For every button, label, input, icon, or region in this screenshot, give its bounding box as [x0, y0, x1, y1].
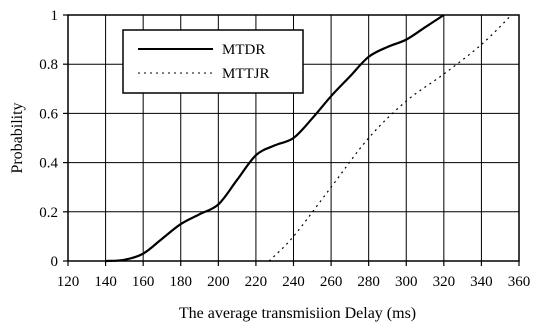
x-tick-label: 220 — [245, 274, 268, 290]
legend-label-mttjr: MTTJR — [222, 66, 270, 82]
y-tick-label: 1 — [51, 8, 59, 24]
x-tick-label: 120 — [57, 274, 80, 290]
x-tick-label: 200 — [207, 274, 230, 290]
y-tick-label: 0.8 — [39, 57, 58, 73]
x-tick-label: 180 — [170, 274, 193, 290]
series-layer — [105, 14, 512, 263]
x-tick-label: 260 — [320, 274, 343, 290]
series-line-mttjr — [268, 14, 512, 262]
y-tick-label: 0.6 — [39, 106, 58, 122]
x-axis-ticks: 120 140 160 180 200 220 240 260 280 300 320 340 360 — [57, 261, 531, 290]
y-tick-label: 0.4 — [39, 156, 58, 172]
x-tick-label: 280 — [357, 274, 380, 290]
series-line-mtdr — [105, 14, 445, 263]
x-tick-label: 300 — [395, 274, 418, 290]
x-tick-label: 160 — [132, 274, 155, 290]
x-tick-label: 320 — [433, 274, 456, 290]
y-axis-label: Probability — [9, 102, 26, 173]
y-tick-label: 0 — [51, 254, 59, 270]
x-tick-label: 140 — [94, 274, 117, 290]
legend-label-mtdr: MTDR — [222, 42, 265, 58]
x-tick-label: 340 — [470, 274, 493, 290]
x-tick-label: 240 — [282, 274, 305, 290]
y-tick-label: 0.2 — [39, 205, 58, 221]
legend: MTDR MTTJR — [122, 29, 304, 94]
y-axis-ticks: 0 0.2 0.4 0.6 0.8 1 — [39, 8, 68, 270]
x-axis-label: The average transmisiion Delay (ms) — [179, 305, 416, 322]
legend-box — [122, 29, 304, 94]
x-tick-label: 360 — [508, 274, 531, 290]
